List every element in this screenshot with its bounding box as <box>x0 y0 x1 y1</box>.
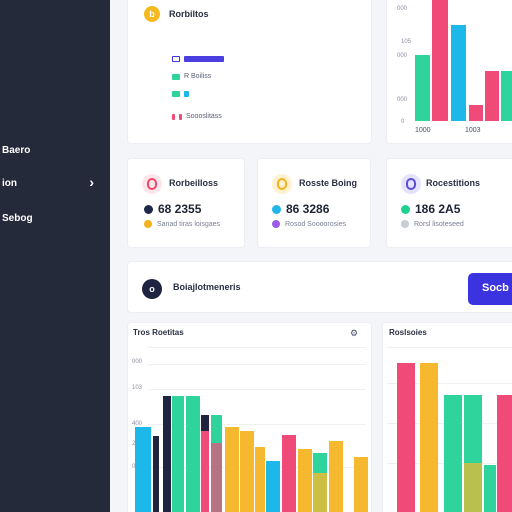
chevron-right-icon: › <box>89 174 94 190</box>
y-tick: 000 <box>397 97 408 103</box>
stat-subtitle: Rorsl lisoteseed <box>401 220 464 228</box>
sidebar-item-2[interactable]: ion › <box>0 172 110 194</box>
status-icon <box>172 73 180 80</box>
sidebar-item-label: Baero <box>2 144 31 156</box>
bar <box>329 441 343 512</box>
legend-dot <box>401 204 410 214</box>
list-item[interactable]: S <box>172 91 189 97</box>
bar <box>444 395 462 512</box>
banner-title: Boiajlotmeneris <box>173 282 241 292</box>
summary-panel: b Rorbiltos R Boiliss S Soooslitass <box>127 0 372 144</box>
bar <box>172 396 184 512</box>
chart-title: Tros Roetitas <box>133 328 184 337</box>
stat-subtitle: Rosod Soooorosies <box>272 220 346 228</box>
gear-icon[interactable]: ⚙ <box>350 328 359 338</box>
sidebar: Baero ion › Sebog <box>0 0 110 512</box>
bar <box>432 0 448 121</box>
y-tick: 103 <box>132 385 143 391</box>
banner-panel: o Boiajlotmeneris <box>127 261 512 313</box>
status-icon <box>184 91 189 97</box>
gridline <box>148 347 366 348</box>
bar <box>501 71 512 121</box>
bar <box>298 449 312 512</box>
stat-card-1[interactable]: Rorbeilloss 68 2355 Sanad tiras loisgaes <box>127 158 245 248</box>
legend-dot <box>272 204 281 214</box>
stat-title: Rorbeilloss <box>169 178 219 188</box>
bottom-right-chart: Roslsoies <box>382 322 512 512</box>
list-item[interactable]: Soooslitass <box>172 113 222 120</box>
y-tick: 0 <box>401 119 405 125</box>
bar <box>201 431 209 512</box>
bar <box>255 447 265 512</box>
y-tick: 000 <box>397 6 408 12</box>
legend-dot <box>144 220 152 228</box>
stat-card-3[interactable]: Rocestitions 186 2A5 Rorsl lisoteseed <box>386 158 512 248</box>
stat-value: 86 3286 <box>272 202 329 216</box>
card-icon <box>401 174 421 194</box>
bar <box>266 461 280 512</box>
y-tick: 000 <box>132 359 143 365</box>
legend-dot <box>272 220 280 228</box>
bar <box>186 396 200 512</box>
list-item[interactable]: R Boiliss <box>172 73 211 80</box>
gridline <box>148 364 366 365</box>
panel-title: Rorbiltos <box>169 9 209 19</box>
status-icon <box>172 113 175 120</box>
stat-title: Rosste Boing <box>299 178 358 188</box>
y-tick: 0 <box>132 464 136 470</box>
gridline <box>148 389 366 390</box>
bar <box>225 427 239 512</box>
bar <box>451 25 466 121</box>
sidebar-item-label: Sebog <box>2 212 33 224</box>
list-item[interactable] <box>172 56 228 62</box>
status-icon <box>172 91 180 97</box>
status-icon <box>179 113 182 120</box>
bar <box>240 431 254 512</box>
stat-subtitle: Sanad tiras loisgaes <box>144 220 220 228</box>
legend-dot <box>144 204 153 214</box>
card-icon <box>142 174 162 194</box>
bar <box>211 443 222 512</box>
bottom-left-chart: Tros Roetitas ⚙ 000 103 400 200 0 <box>127 322 372 512</box>
bar <box>313 473 327 512</box>
y-tick: 105 <box>401 39 412 45</box>
stat-card-2[interactable]: Rosste Boing 86 3286 Rosod Soooorosies <box>257 158 371 248</box>
stat-title: Rocestitions <box>426 178 481 188</box>
logo-icon: b <box>144 6 160 22</box>
bar <box>415 55 430 121</box>
y-tick: 400 <box>132 421 143 427</box>
primary-button[interactable]: Socb <box>468 273 512 305</box>
bar <box>497 395 512 512</box>
y-tick: 000 <box>397 53 408 59</box>
bar <box>485 71 499 121</box>
card-icon <box>272 174 292 194</box>
bar <box>469 105 483 121</box>
bar <box>135 427 151 512</box>
checkbox-icon <box>172 56 180 62</box>
stat-value: 68 2355 <box>144 202 201 216</box>
progress-bar <box>184 56 224 62</box>
sidebar-item-label: ion <box>2 177 17 189</box>
legend-dot <box>401 220 409 228</box>
bar <box>397 363 415 512</box>
chart-title: Roslsoies <box>389 328 427 337</box>
top-chart: 000 105 000 000 0 1000 1003 <box>386 0 512 144</box>
gridline <box>387 383 512 384</box>
stat-value: 186 2A5 <box>401 202 460 216</box>
bar <box>420 363 438 512</box>
info-icon: o <box>142 279 162 299</box>
bar <box>354 457 368 512</box>
gridline <box>387 347 512 348</box>
sidebar-item-1[interactable]: Baero <box>0 139 110 161</box>
sidebar-item-3[interactable]: Sebog <box>0 207 110 229</box>
bar <box>464 463 482 512</box>
gridline <box>148 424 366 425</box>
x-tick: 1003 <box>465 127 481 134</box>
bar <box>484 465 496 512</box>
x-tick: 1000 <box>415 127 431 134</box>
bar <box>153 436 159 512</box>
bar <box>163 396 171 512</box>
bar <box>282 435 296 512</box>
